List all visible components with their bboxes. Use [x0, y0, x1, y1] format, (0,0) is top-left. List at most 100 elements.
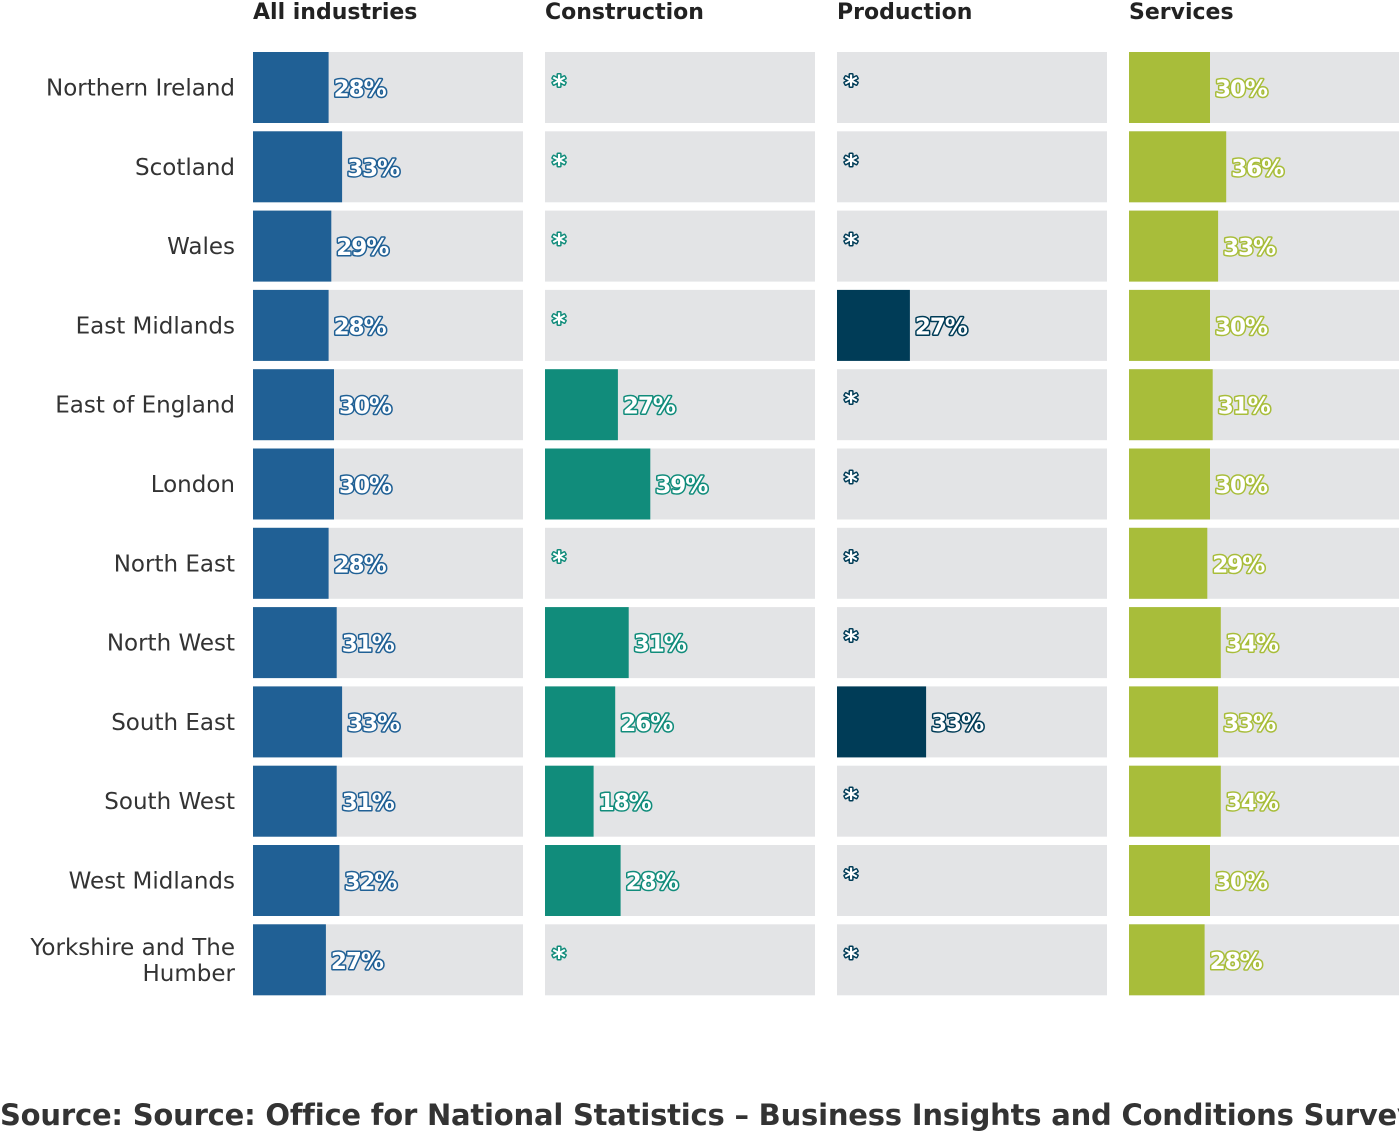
- category-label-scotland: Scotland: [135, 155, 235, 181]
- suppressed-marker-construction-northern-ireland: *: [552, 71, 566, 101]
- bar-all-industries-east-of-england: [253, 369, 334, 441]
- suppressed-marker-construction-yorkshire-and-the-humber: *: [552, 943, 566, 973]
- track-construction-scotland: [545, 131, 815, 203]
- track-construction-wales: [545, 210, 815, 282]
- panel-title-construction: Construction: [545, 0, 704, 25]
- data-label-all-industries-scotland: 33%: [347, 156, 400, 182]
- data-label-all-industries-london: 30%: [339, 473, 392, 499]
- source-note: Source: Source: Office for National Stat…: [0, 1098, 1399, 1132]
- data-label-all-industries-south-west: 31%: [342, 790, 395, 816]
- data-label-construction-south-east: 26%: [620, 711, 673, 737]
- suppressed-marker-production-wales: *: [844, 229, 858, 259]
- track-production-west-midlands: [837, 845, 1107, 916]
- suppressed-marker-production-north-west: *: [844, 626, 858, 656]
- bar-all-industries-scotland: [253, 131, 343, 203]
- category-label-north-east: North East: [114, 551, 235, 577]
- data-label-services-north-west: 34%: [1226, 632, 1279, 658]
- data-label-services-wales: 33%: [1223, 235, 1276, 261]
- suppressed-marker-production-london: *: [844, 467, 858, 497]
- bar-services-london: [1129, 448, 1210, 520]
- track-production-north-west: [837, 607, 1107, 679]
- bar-all-industries-north-east: [253, 527, 329, 599]
- data-label-services-yorkshire-and-the-humber: 28%: [1210, 949, 1263, 975]
- bar-all-industries-south-east: [253, 686, 343, 758]
- data-label-construction-east-of-england: 27%: [623, 394, 676, 420]
- track-production-london: [837, 448, 1107, 520]
- bar-services-west-midlands: [1129, 845, 1210, 916]
- data-label-services-scotland: 36%: [1231, 156, 1284, 182]
- chart: Northern Ireland Scotland Wales East Midlan…: [29, 0, 1399, 996]
- category-label-south-west: South West: [104, 789, 235, 815]
- data-label-services-east-of-england: 31%: [1218, 394, 1271, 420]
- category-label-yorkshire-and-the-humber: Yorkshire and The Humber: [29, 935, 235, 987]
- suppressed-marker-production-yorkshire-and-the-humber: *: [844, 943, 858, 973]
- bar-all-industries-northern-ireland: [253, 52, 329, 123]
- bar-services-northern-ireland: [1129, 52, 1210, 123]
- track-production-wales: [837, 210, 1107, 282]
- data-label-construction-london: 39%: [655, 473, 708, 499]
- data-label-production-south-east: 33%: [931, 711, 984, 737]
- bar-all-industries-east-midlands: [253, 289, 329, 361]
- data-label-services-south-east: 33%: [1223, 711, 1276, 737]
- data-label-construction-north-west: 31%: [634, 632, 687, 658]
- data-label-services-west-midlands: 30%: [1215, 870, 1268, 896]
- track-construction-east-midlands: [545, 289, 815, 361]
- bar-services-north-west: [1129, 607, 1221, 679]
- bar-production-east-midlands: [837, 289, 910, 361]
- bar-construction-london: [545, 448, 651, 520]
- bar-construction-south-west: [545, 765, 594, 837]
- panel-title-all-industries: All industries: [253, 0, 417, 25]
- data-label-all-industries-east-midlands: 28%: [334, 314, 387, 340]
- track-production-northern-ireland: [837, 52, 1107, 123]
- bar-construction-east-of-england: [545, 369, 618, 441]
- bar-services-east-midlands: [1129, 289, 1210, 361]
- data-label-all-industries-east-of-england: 30%: [339, 394, 392, 420]
- bar-services-east-of-england: [1129, 369, 1213, 441]
- category-label-wales: Wales: [167, 234, 235, 260]
- bar-all-industries-south-west: [253, 765, 337, 837]
- category-label-east-of-england: East of England: [55, 393, 235, 419]
- data-label-all-industries-north-east: 28%: [334, 552, 387, 578]
- data-label-construction-south-west: 18%: [599, 790, 652, 816]
- data-label-all-industries-south-east: 33%: [347, 711, 400, 737]
- data-label-construction-west-midlands: 28%: [626, 870, 679, 896]
- suppressed-marker-production-north-east: *: [844, 546, 858, 576]
- data-label-all-industries-yorkshire-and-the-humber: 27%: [331, 949, 384, 975]
- bar-all-industries-london: [253, 448, 334, 520]
- bar-construction-west-midlands: [545, 845, 621, 916]
- data-label-production-east-midlands: 27%: [915, 314, 968, 340]
- suppressed-marker-construction-east-midlands: *: [552, 308, 566, 338]
- suppressed-marker-production-south-west: *: [844, 784, 858, 814]
- data-label-all-industries-west-midlands: 32%: [344, 870, 397, 896]
- category-label-london: London: [151, 472, 235, 498]
- suppressed-marker-construction-wales: *: [552, 229, 566, 259]
- bar-construction-south-east: [545, 686, 616, 758]
- bar-services-south-east: [1129, 686, 1219, 758]
- suppressed-marker-production-east-of-england: *: [844, 388, 858, 418]
- panel-title-production: Production: [837, 0, 972, 25]
- bar-services-scotland: [1129, 131, 1227, 203]
- track-construction-north-east: [545, 527, 815, 599]
- bar-all-industries-wales: [253, 210, 332, 282]
- data-label-all-industries-north-west: 31%: [342, 632, 395, 658]
- category-label-northern-ireland: Northern Ireland: [46, 76, 235, 102]
- bar-construction-north-west: [545, 607, 629, 679]
- track-production-south-west: [837, 765, 1107, 837]
- category-label-south-east: South East: [111, 710, 235, 736]
- bar-all-industries-west-midlands: [253, 845, 340, 916]
- data-label-services-north-east: 29%: [1212, 552, 1265, 578]
- suppressed-marker-construction-scotland: *: [552, 150, 566, 180]
- bar-services-wales: [1129, 210, 1219, 282]
- track-production-north-east: [837, 527, 1107, 599]
- data-label-services-east-midlands: 30%: [1215, 314, 1268, 340]
- track-construction-northern-ireland: [545, 52, 815, 123]
- suppressed-marker-production-northern-ireland: *: [844, 71, 858, 101]
- track-production-scotland: [837, 131, 1107, 203]
- suppressed-marker-construction-north-east: *: [552, 546, 566, 576]
- bar-services-yorkshire-and-the-humber: [1129, 924, 1205, 996]
- data-label-services-south-west: 34%: [1226, 790, 1279, 816]
- track-production-yorkshire-and-the-humber: [837, 924, 1107, 996]
- data-label-all-industries-wales: 29%: [336, 235, 389, 261]
- data-label-all-industries-northern-ireland: 28%: [334, 77, 387, 103]
- suppressed-marker-production-scotland: *: [844, 150, 858, 180]
